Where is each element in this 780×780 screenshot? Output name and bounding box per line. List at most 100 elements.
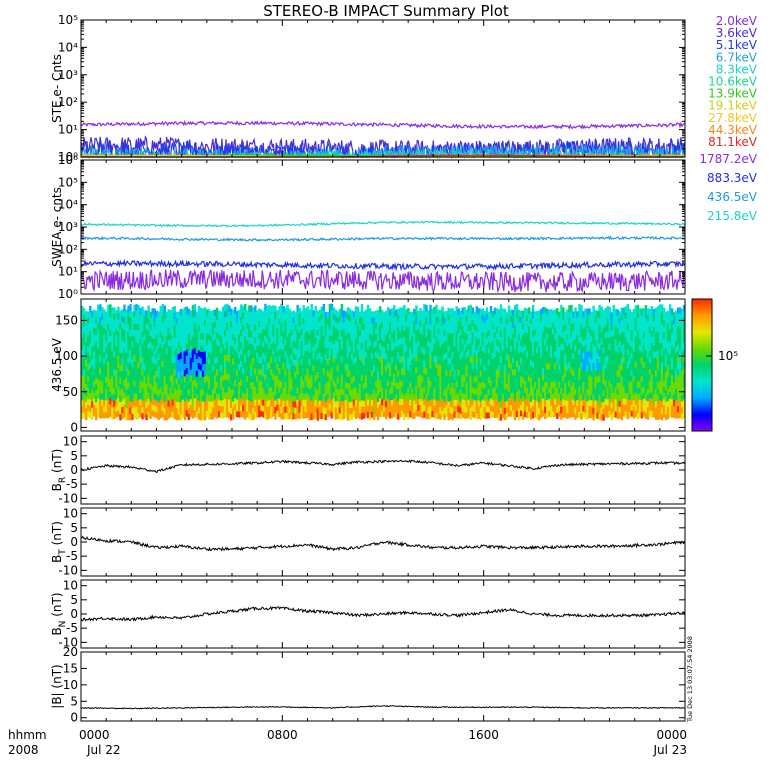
spectrogram-cell xyxy=(87,410,90,417)
spectrogram-cell xyxy=(425,406,428,413)
spectrogram-cell xyxy=(278,324,281,332)
spectrogram-cell xyxy=(534,311,537,318)
spectrogram-cell xyxy=(300,358,303,365)
spectrogram-cell xyxy=(159,349,162,357)
spectrogram-cell xyxy=(527,381,531,388)
spectrogram-cell xyxy=(560,311,563,319)
spectrogram-cell xyxy=(189,345,193,353)
spectrogram-cell xyxy=(507,330,511,337)
spectrogram-cell xyxy=(383,393,386,400)
spectrogram-cell xyxy=(159,355,162,363)
spectrogram-cell xyxy=(580,362,583,370)
spectrogram-cell xyxy=(302,342,305,350)
spectrogram-cell xyxy=(572,399,575,406)
spectrogram-cell xyxy=(501,393,505,400)
spectrogram-cell xyxy=(509,339,513,346)
spectrogram-cell xyxy=(338,308,342,316)
spectrogram-cell xyxy=(346,382,350,390)
spectrogram-cell xyxy=(121,406,124,414)
spectrogram-cell xyxy=(419,344,422,351)
spectrogram-cell xyxy=(322,361,326,369)
spectrogram-cell xyxy=(149,412,152,419)
spectrogram-cell xyxy=(159,318,162,326)
spectrogram-cell xyxy=(189,357,193,364)
spectrogram-cell xyxy=(288,406,291,413)
spectrogram-cell xyxy=(266,394,269,401)
spectrogram-cell xyxy=(362,317,366,324)
spectrogram-cell xyxy=(284,344,287,352)
spectrogram-cell xyxy=(463,313,466,320)
spectrogram-cell xyxy=(215,344,219,352)
spectrogram-cell xyxy=(405,380,408,388)
spectrogram-cell xyxy=(117,373,120,381)
spectrogram-cell xyxy=(447,314,450,321)
spectrogram-cell xyxy=(105,329,108,336)
spectrogram-cell xyxy=(141,331,144,339)
spectrogram-cell xyxy=(115,351,118,359)
spectrogram-cell xyxy=(177,329,181,337)
spectrogram-cell xyxy=(187,370,191,377)
spectrogram-cell xyxy=(354,324,358,332)
spectrogram-cell xyxy=(447,376,450,384)
spectrogram-cell xyxy=(276,309,279,317)
spectrogram-cell xyxy=(413,320,416,328)
spectrogram-cell xyxy=(270,387,273,394)
spectrogram-cell xyxy=(280,393,283,401)
spectrogram-cell xyxy=(284,375,287,382)
spectrogram-cell xyxy=(232,309,235,317)
spectrogram-cell xyxy=(461,411,464,418)
spectrogram-cell xyxy=(240,329,243,336)
spectrogram-cell xyxy=(560,368,563,376)
spectrogram-cell xyxy=(544,412,547,420)
spectrogram-cell xyxy=(499,368,503,376)
spectrogram-cell xyxy=(376,401,380,408)
spectrogram-cell xyxy=(546,333,549,340)
spectrogram-cell xyxy=(540,332,543,340)
spectrogram-cell xyxy=(93,398,96,405)
spectrogram-cell xyxy=(211,358,215,365)
spectrogram-cell xyxy=(421,394,424,401)
spectrogram-cell xyxy=(236,328,239,335)
spectrogram-cell xyxy=(503,333,507,340)
spectrogram-cell xyxy=(538,316,541,323)
spectrogram-cell xyxy=(465,375,468,383)
spectrogram-cell xyxy=(457,332,460,340)
spectrogram-cell xyxy=(215,338,219,345)
spectrogram-cell xyxy=(125,346,128,354)
spectrogram-cell xyxy=(519,386,523,394)
spectrogram-cell xyxy=(580,406,583,414)
spectrogram-cell xyxy=(324,317,328,325)
spectrogram-cell xyxy=(205,368,209,376)
spectrogram-cell xyxy=(227,367,231,375)
spectrogram-cell xyxy=(234,331,237,338)
spectrogram-cell xyxy=(191,380,195,388)
spectrogram-cell xyxy=(328,347,332,355)
spectrogram-cell xyxy=(326,352,330,359)
spectrogram-cell xyxy=(443,341,446,348)
spectrogram-cell xyxy=(207,406,211,414)
spectrogram-cell xyxy=(266,356,269,364)
spectrogram-cell xyxy=(445,346,448,353)
spectrogram-cell xyxy=(101,343,104,351)
spectrogram-cell xyxy=(153,374,156,382)
spectrogram-cell xyxy=(201,326,205,334)
spectrogram-cell xyxy=(463,350,466,357)
spectrogram-cell xyxy=(153,326,156,333)
pitch-angle-spectrogram xyxy=(81,303,685,421)
spectrogram-cell xyxy=(383,364,386,371)
spectrogram-cell xyxy=(475,350,479,357)
spectrogram-cell xyxy=(427,358,430,365)
spectrogram-cell xyxy=(556,375,559,383)
spectrogram-cell xyxy=(99,310,102,318)
spectrogram-cell xyxy=(179,345,183,353)
spectrogram-cell xyxy=(175,323,179,331)
spectrogram-cell xyxy=(401,392,404,399)
spectrogram-cell xyxy=(338,376,342,383)
spectrogram-cell xyxy=(137,330,140,338)
spectrogram-cell xyxy=(254,336,257,344)
spectrogram-cell xyxy=(302,405,305,413)
spectrogram-cell xyxy=(523,368,527,375)
spectrogram-cell xyxy=(509,380,513,388)
spectrogram-cell xyxy=(546,351,549,358)
spectrogram-cell xyxy=(151,404,154,411)
